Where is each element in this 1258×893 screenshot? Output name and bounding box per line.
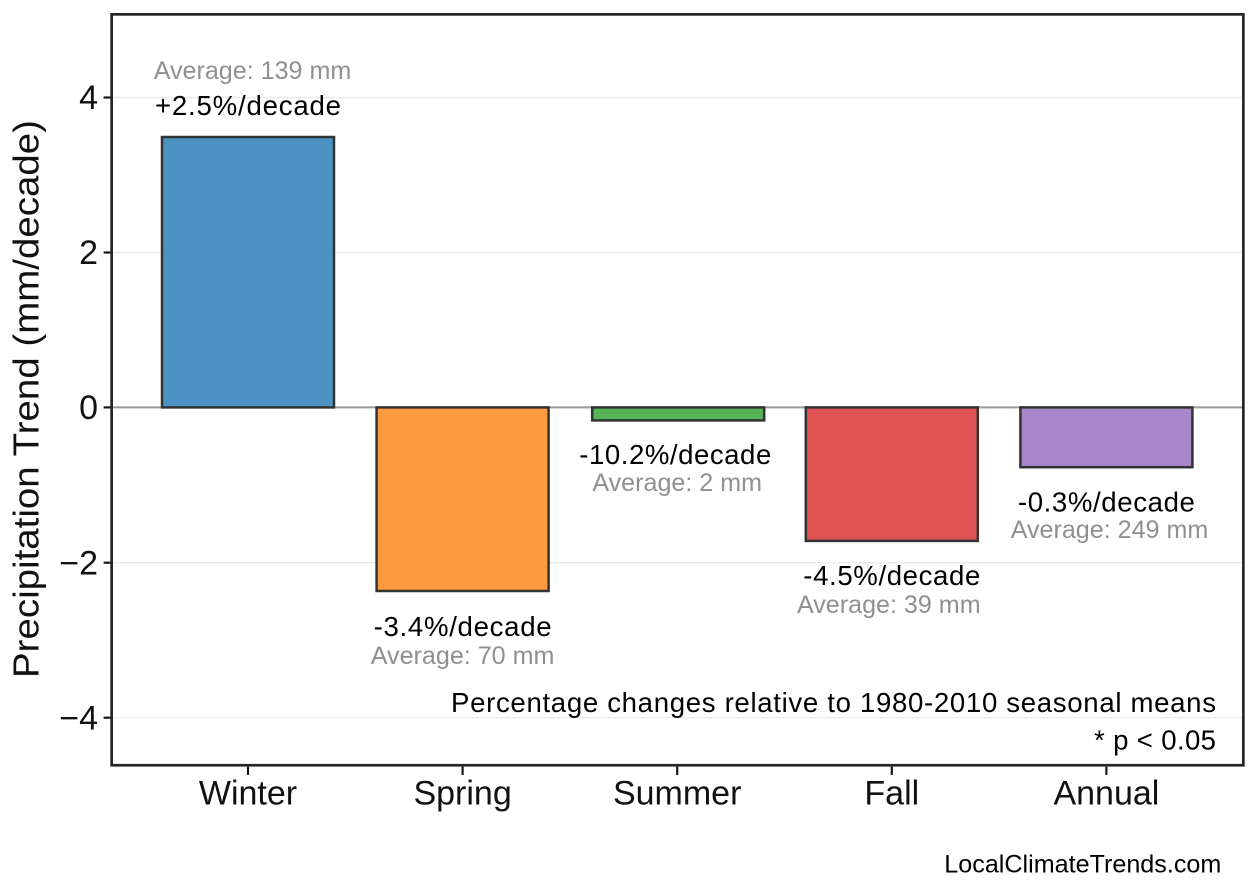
svg-text:−2: −2 <box>59 544 98 582</box>
svg-text:* p < 0.05: * p < 0.05 <box>1094 725 1216 756</box>
svg-text:Average: 2 mm: Average: 2 mm <box>592 469 762 497</box>
svg-text:LocalClimateTrends.com: LocalClimateTrends.com <box>944 851 1221 879</box>
svg-text:Average: 139 mm: Average: 139 mm <box>154 57 352 85</box>
svg-text:4: 4 <box>79 79 98 117</box>
svg-text:0: 0 <box>79 389 98 427</box>
svg-text:-10.2%/decade: -10.2%/decade <box>579 439 771 470</box>
svg-text:Percentage changes relative to: Percentage changes relative to 1980-2010… <box>451 687 1216 718</box>
svg-text:Winter: Winter <box>199 774 297 812</box>
svg-text:Annual: Annual <box>1053 774 1159 812</box>
svg-text:Fall: Fall <box>864 774 919 812</box>
svg-text:Spring: Spring <box>413 774 511 812</box>
svg-text:-4.5%/decade: -4.5%/decade <box>803 560 980 591</box>
svg-text:−4: −4 <box>59 699 98 737</box>
svg-text:Average: 249 mm: Average: 249 mm <box>1011 516 1209 544</box>
svg-text:Average: 70 mm: Average: 70 mm <box>371 642 555 670</box>
svg-text:-0.3%/decade: -0.3%/decade <box>1018 487 1195 518</box>
svg-text:Average: 39 mm: Average: 39 mm <box>797 591 981 619</box>
svg-text:Precipitation Trend (mm/decade: Precipitation Trend (mm/decade) <box>6 120 47 678</box>
svg-text:2: 2 <box>79 234 98 272</box>
svg-text:+2.5%/decade: +2.5%/decade <box>155 90 341 121</box>
svg-text:Summer: Summer <box>613 774 741 812</box>
svg-text:-3.4%/decade: -3.4%/decade <box>374 611 552 642</box>
